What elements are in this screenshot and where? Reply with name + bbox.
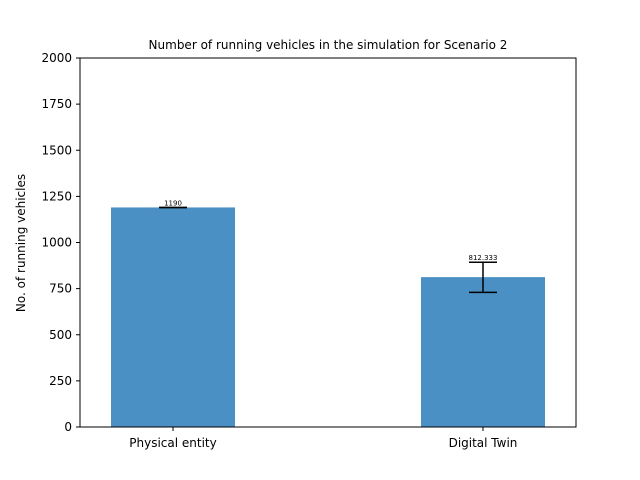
x-tick-label: Digital Twin [449,436,518,450]
y-tick-label: 1000 [41,236,72,250]
y-tick-label: 0 [64,420,72,434]
y-tick-label: 1750 [41,97,72,111]
bar [111,207,235,427]
chart-title: Number of running vehicles in the simula… [149,38,508,52]
error-bars-layer [159,206,497,294]
y-axis-ticks: 0 250 500 750 1000 1250 1500 1750 2000 [41,51,80,434]
y-axis-label: No. of running vehicles [14,174,28,312]
x-tick-label: Physical entity [129,436,216,450]
bars-layer [111,207,545,427]
plot-frame [79,57,577,428]
data-labels-layer: 1190 812.333 [164,199,497,262]
y-tick-label: 250 [49,374,72,388]
y-tick-label: 500 [49,328,72,342]
y-tick-label: 750 [49,282,72,296]
y-tick-label: 1500 [41,143,72,157]
x-axis-ticks: Physical entity Digital Twin [129,427,517,450]
bar [421,277,545,427]
data-label: 1190 [164,199,182,207]
y-tick-label: 1250 [41,189,72,203]
y-tick-label: 2000 [41,51,72,65]
data-label: 812.333 [469,254,498,262]
